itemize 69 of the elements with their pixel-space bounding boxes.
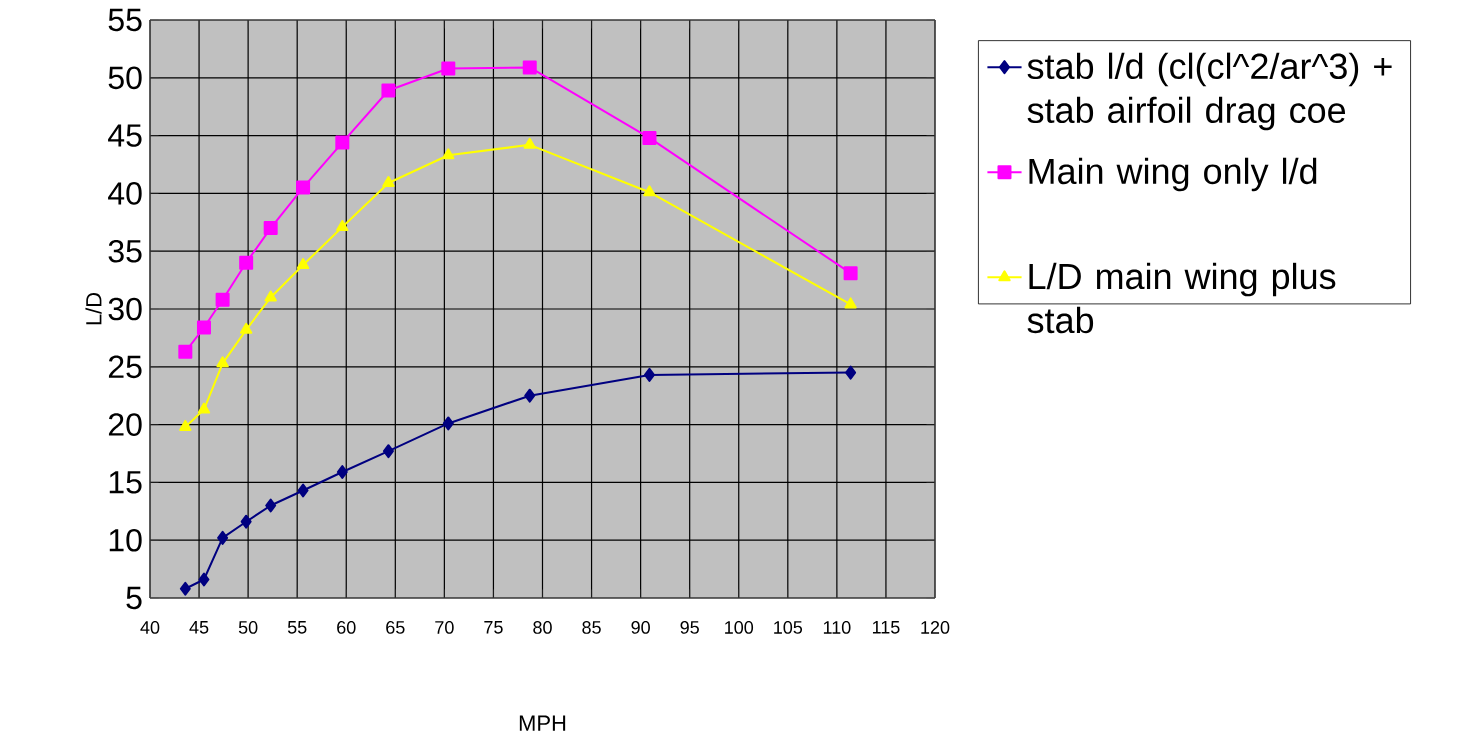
point — [179, 419, 192, 431]
point — [523, 137, 536, 149]
x-tick-label: 110 — [823, 621, 851, 634]
y-tick-label: 45 — [108, 124, 142, 147]
point — [382, 176, 395, 187]
point — [198, 572, 210, 587]
point — [522, 60, 537, 75]
point — [217, 530, 229, 545]
x-tick-label: 50 — [238, 621, 258, 634]
y-tick-label: 25 — [108, 355, 142, 379]
x-tick-label: 45 — [189, 621, 209, 634]
point — [265, 498, 277, 513]
point — [844, 297, 857, 309]
x-tick-label: 85 — [582, 621, 601, 634]
y-tick-label: 15 — [109, 471, 142, 494]
point — [442, 416, 454, 431]
point — [297, 483, 309, 498]
y-tick-label: 40 — [108, 182, 142, 205]
point — [239, 255, 254, 270]
point — [381, 83, 396, 98]
point — [336, 465, 348, 479]
y-tick-label: 10 — [109, 528, 142, 552]
x-tick-label: 120 — [921, 621, 950, 634]
point — [296, 180, 311, 195]
point — [239, 322, 253, 334]
point — [442, 148, 455, 160]
y-tick-label: 20 — [108, 413, 142, 436]
point — [179, 581, 191, 596]
y-tick-label: 35 — [108, 239, 142, 263]
y-tick-label: 55 — [108, 8, 142, 32]
point — [845, 365, 857, 380]
x-tick-label: 90 — [631, 621, 650, 634]
y-tick-label: 50 — [108, 66, 142, 90]
x-tick-label: 100 — [725, 621, 754, 634]
point — [524, 388, 536, 403]
x-tick-label: 80 — [533, 621, 552, 634]
point — [215, 292, 230, 307]
point — [264, 290, 277, 302]
y-tick-label: 30 — [108, 297, 142, 321]
point — [335, 135, 350, 150]
x-tick-label: 115 — [872, 621, 900, 634]
point — [197, 402, 211, 414]
legend-label: Main wing only l/d — [1029, 157, 1317, 192]
x-axis-title: MPH — [519, 715, 566, 731]
x-tick-label: 95 — [680, 621, 699, 634]
point — [216, 356, 229, 368]
y-axis-title: L/D — [85, 292, 102, 325]
x-tick-label: 75 — [484, 621, 503, 634]
point — [642, 130, 657, 145]
x-tick-label: 65 — [386, 621, 405, 634]
point — [296, 258, 310, 270]
point — [843, 266, 858, 281]
point — [178, 344, 193, 359]
point — [382, 444, 394, 459]
point — [240, 514, 252, 529]
point — [196, 320, 211, 335]
point — [643, 367, 655, 382]
point — [441, 61, 456, 76]
x-tick-label: 105 — [774, 621, 803, 634]
point — [336, 219, 349, 231]
legend-label: L/D main wing plus stab — [1027, 262, 1336, 334]
point — [263, 221, 278, 236]
y-tick-label: 5 — [126, 586, 142, 610]
x-tick-label: 60 — [337, 621, 356, 634]
x-tick-label: 40 — [140, 621, 160, 634]
legend-label: stab l/d (cl(cl^2/ar^3) + stab airfoil drag coe — [1027, 52, 1392, 131]
point — [643, 185, 656, 197]
x-tick-label: 70 — [435, 621, 454, 634]
x-tick-label: 55 — [287, 621, 307, 634]
